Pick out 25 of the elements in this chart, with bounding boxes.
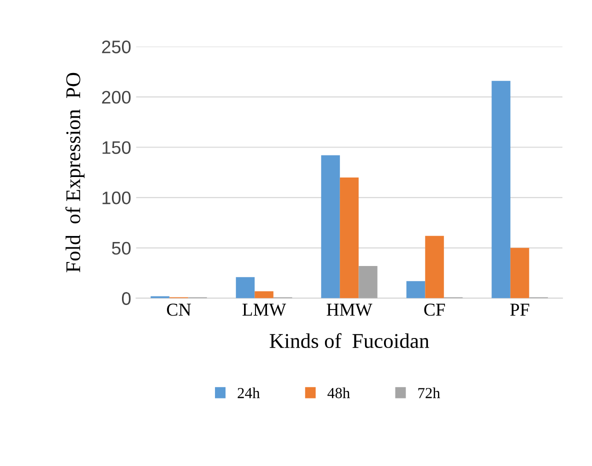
y-tick-label: 200 bbox=[102, 90, 131, 104]
bar bbox=[321, 155, 340, 298]
y-tick-label: 150 bbox=[102, 141, 131, 154]
y-tick-label: 0 bbox=[122, 292, 131, 305]
bar bbox=[358, 266, 378, 298]
x-tick-label: LMW bbox=[242, 304, 286, 316]
bar bbox=[236, 277, 255, 298]
legend-label: 72h bbox=[418, 387, 440, 398]
bar bbox=[510, 248, 530, 298]
bar bbox=[340, 177, 359, 298]
y-tick-label: 100 bbox=[102, 192, 131, 204]
x-tick-label: PF bbox=[510, 304, 530, 316]
bar bbox=[492, 80, 510, 298]
x-tick-label: CF bbox=[424, 304, 445, 316]
legend-label: 48h bbox=[328, 387, 350, 398]
legend-label: 24h bbox=[238, 387, 260, 398]
y-tick-label: 50 bbox=[112, 242, 131, 255]
y-tick-label: 250 bbox=[102, 40, 131, 54]
bar bbox=[254, 291, 274, 298]
x-tick-label: CN bbox=[166, 304, 191, 316]
x-tick-label: HMW bbox=[326, 304, 372, 316]
bar bbox=[406, 281, 426, 298]
bar bbox=[425, 236, 444, 298]
y-axis-title: Fold of Expression PO bbox=[65, 72, 85, 272]
x-axis-title: Kinds of Fucoidan bbox=[270, 333, 430, 348]
